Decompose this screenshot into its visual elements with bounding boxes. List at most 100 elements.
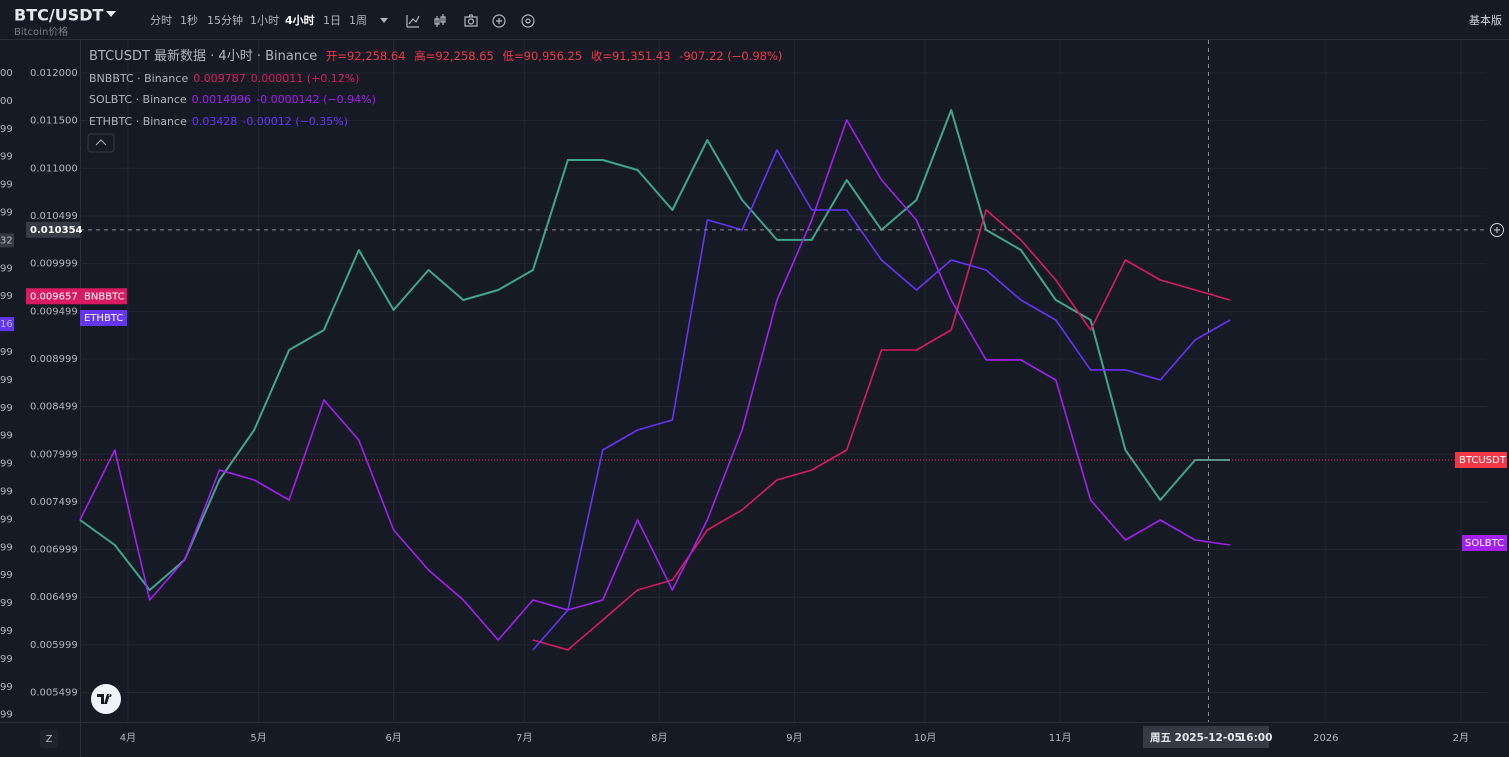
y-tick-label: 0.009499	[30, 306, 78, 317]
y-tick-label: 0.011500	[30, 116, 78, 127]
legend-value: 0.009787	[193, 71, 246, 85]
x-tick-label: 6月	[385, 732, 401, 744]
edge-label: 99	[0, 208, 13, 219]
edge-label: 99	[0, 403, 13, 414]
left-tag	[80, 310, 127, 326]
interval-button[interactable]: 1小时	[250, 14, 279, 27]
add-alert-icon[interactable]	[1490, 223, 1504, 237]
edge-label: 99	[0, 654, 13, 665]
x-tick-label: 5月	[250, 732, 266, 744]
legend: BTCUSDT 最新数据 · 4小时 · Binance 开=92,258.64…	[89, 46, 787, 132]
edge-label: 00	[0, 96, 13, 107]
x-tick-label: 9月	[786, 732, 802, 744]
interval-button[interactable]: 1日	[323, 14, 341, 27]
add-plus	[496, 18, 502, 24]
left-tag	[26, 288, 127, 305]
interval-dropdown[interactable]	[380, 18, 388, 23]
legend-name: BNBBTC · Binance	[89, 71, 189, 85]
legend-low: 低=90,956.25	[502, 49, 583, 63]
legend-name: ETHBTC · Binance	[89, 114, 187, 128]
series-lines	[79, 109, 1231, 651]
add-icon[interactable]	[492, 14, 506, 28]
indicator-icon[interactable]	[406, 15, 420, 28]
crosshair-date: 周五 2025-12-05	[1150, 732, 1242, 744]
legend-value: 0.0014996	[191, 93, 252, 106]
y-tick-label: 0.006499	[30, 592, 78, 603]
y-tick-label: 0.012000	[30, 68, 78, 79]
legend-high: 高=92,258.65	[414, 49, 494, 63]
legend-row: SOLBTC · Binance 0.0014996 -0.0000142 (−0.…	[89, 89, 787, 111]
y-tick-label: 0.008499	[30, 402, 78, 413]
crosshair-time: 16:00	[1239, 732, 1272, 744]
symbol-dropdown[interactable]	[106, 11, 116, 17]
legend-change: -0.00012 (−0.35%)	[242, 114, 349, 128]
interval-button[interactable]: 1秒	[180, 13, 198, 27]
y-tick-label: 0.007499	[30, 497, 78, 508]
zoom-button[interactable]	[40, 730, 58, 748]
add-alert-plus	[1494, 227, 1500, 233]
edge-label: 99	[0, 152, 13, 163]
subtitle: Bitcoin价格	[14, 25, 68, 38]
y-tick-label: 0.005999	[30, 640, 78, 651]
legend-value: 0.03428	[191, 114, 238, 128]
edge-label: 99	[0, 124, 13, 135]
edge-label: 99	[0, 570, 13, 581]
left-tag-label: ETHBTC	[84, 313, 123, 324]
compare-icon[interactable]	[434, 14, 446, 27]
edge-label: 99	[0, 710, 13, 721]
legend-close: 收=91,351.43	[590, 49, 671, 63]
interval-bar: 分时 1秒 15分钟 1小时 4小时 1日 1周	[150, 13, 367, 27]
settings-dot	[525, 18, 531, 24]
right-tag-label: SOLBTC	[1465, 538, 1504, 549]
edge-tag-bg	[0, 317, 14, 332]
settings-icon[interactable]	[521, 14, 535, 28]
legend-change: -907.22 (−0.98%)	[679, 49, 783, 63]
interval-button[interactable]: 4小时	[285, 13, 315, 27]
legend-change: -0.0000142 (−0.94%)	[256, 93, 376, 106]
x-tick-label: 10月	[914, 732, 937, 744]
edge-label: 99	[0, 682, 13, 693]
y-tick-label: 0.009999	[30, 259, 78, 270]
y-tick-label: 0.005499	[30, 688, 78, 699]
edge-label: 32	[0, 235, 13, 246]
x-tick-label: 2026	[1313, 733, 1338, 744]
tv-logo-mark	[97, 694, 112, 704]
edge-label: 99	[0, 542, 13, 553]
y-tick-label: 0.011000	[30, 163, 78, 174]
right-tag	[1455, 452, 1507, 468]
overlay: 0.010354 BTCUSDT SOLBTC 0.009657 BNBBTC ETHBT…	[26, 221, 1507, 551]
series-line	[532, 149, 1231, 651]
y-tick-label: 0.007999	[30, 449, 78, 460]
edge-label: 99	[0, 347, 13, 358]
edge-label: 16	[0, 319, 13, 330]
y-tick-label: 0.008999	[30, 354, 78, 365]
legend-name: SOLBTC · Binance	[89, 93, 187, 106]
y-tick-label: 0.006999	[30, 545, 78, 556]
series-line	[79, 119, 1231, 641]
mode-label[interactable]: 基本版	[1469, 13, 1502, 27]
edge-label: 99	[0, 291, 13, 302]
edge-label: 99	[0, 375, 13, 386]
edge-label: 99	[0, 487, 13, 498]
legend-title: BTCUSDT 最新数据 · 4小时 · Binance	[89, 49, 318, 64]
interval-button[interactable]: 分时	[150, 14, 172, 27]
edge-label: 99	[0, 598, 13, 609]
interval-button[interactable]: 15分钟	[207, 13, 243, 27]
x-tick-label: 2月	[1453, 732, 1469, 744]
crosshair-price: 0.010354	[30, 225, 83, 236]
collapse-button[interactable]	[87, 133, 115, 153]
zoom-label: Z	[46, 734, 53, 745]
collapse-arrow	[95, 139, 107, 146]
symbol[interactable]: BTC/USDT	[14, 6, 103, 25]
legend-open: 开=92,258.64	[325, 49, 406, 63]
interval-button[interactable]: 1周	[349, 14, 367, 27]
crosshair-price-box	[26, 221, 80, 238]
snapshot-icon[interactable]	[464, 14, 478, 27]
edge-label: 99	[0, 514, 13, 525]
legend-main: BTCUSDT 最新数据 · 4小时 · Binance 开=92,258.64…	[89, 46, 787, 68]
x-tick-label: 7月	[516, 732, 532, 744]
legend-change: 0.000011 (+0.12%)	[250, 71, 360, 85]
